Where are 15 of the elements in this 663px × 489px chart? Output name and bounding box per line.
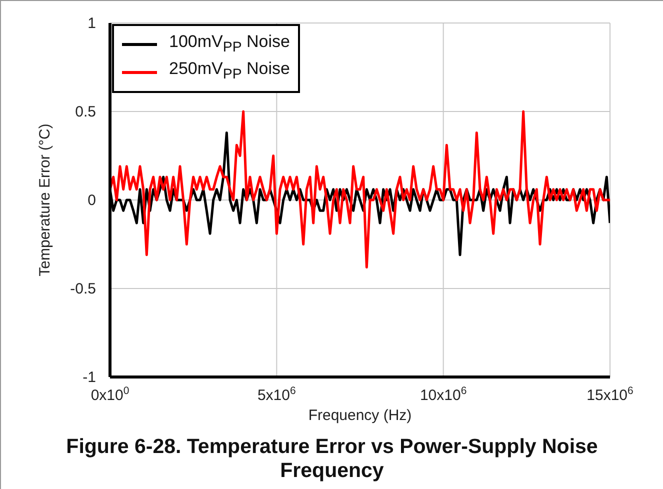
y-axis-title: Temperature Error (°C) — [36, 124, 54, 276]
x-tick-label: 0x10$^{0}$ — [90, 385, 130, 404]
legend-label: 250mV$_{PP}$ Noise — [169, 58, 290, 85]
y-tick-label: 0.5 — [75, 104, 96, 120]
y-tick-label: -0.5 — [70, 280, 96, 298]
x-tick-label: 10x10$^{6}$ — [420, 385, 467, 404]
line-series — [110, 110, 610, 269]
x-tick-label: 5x10$^{6}$ — [257, 385, 296, 404]
x-tick-label: 15x10$^{6}$ — [586, 385, 634, 404]
y-tick-label: 1 — [88, 15, 96, 32]
text: Figure 6-28. Temperature Error vs Power-Supply Noise Frequency — [65, 435, 599, 483]
y-tick-label: 0 — [88, 192, 96, 209]
x-axis-title: Frequency (Hz) — [308, 407, 412, 424]
y-tick-label: -1 — [82, 369, 96, 386]
legend-label: 100mV$_{PP}$ Noise — [169, 31, 290, 58]
